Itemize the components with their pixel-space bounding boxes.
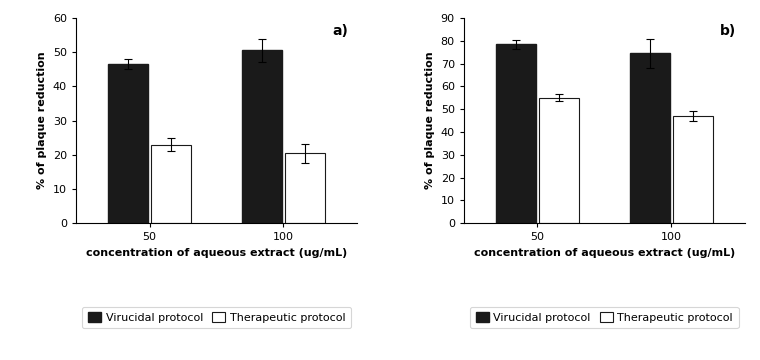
Bar (496, 44, 536, 223)
Legend: Virucidal protocol, Therapeutic protocol: Virucidal protocol, Therapeutic protocol (470, 307, 739, 328)
Y-axis label: % of plaque reduction: % of plaque reduction (37, 52, 47, 189)
Bar (108, 64, 148, 223)
Bar (630, 53, 670, 223)
Legend: Virucidal protocol, Therapeutic protocol: Virucidal protocol, Therapeutic protocol (82, 307, 351, 328)
X-axis label: concentration of aqueous extract (ug/mL): concentration of aqueous extract (ug/mL) (86, 248, 347, 258)
Bar (242, 50, 282, 223)
Bar (673, 116, 713, 223)
Text: a): a) (333, 24, 349, 38)
Bar (285, 153, 325, 223)
Bar (151, 144, 191, 223)
Text: b): b) (720, 24, 736, 38)
X-axis label: concentration of aqueous extract (ug/mL): concentration of aqueous extract (ug/mL) (473, 248, 735, 258)
Bar (539, 98, 579, 223)
Y-axis label: % of plaque reduction: % of plaque reduction (425, 52, 435, 189)
